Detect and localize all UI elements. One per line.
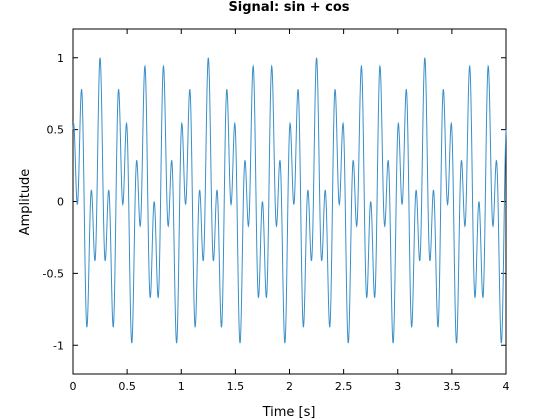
y-axis: -1 -0.5 0 0.5 1	[43, 52, 506, 352]
x-tick-label: 3	[394, 380, 401, 393]
x-tick-label: 2	[286, 380, 293, 393]
x-axis-label: Time [s]	[262, 405, 316, 420]
chart-title: Signal: sin + cos	[228, 0, 349, 15]
x-tick-label: 0.5	[118, 380, 136, 393]
x-tick-label: 1	[178, 380, 185, 393]
y-tick-label: 1	[57, 52, 64, 65]
x-tick-label: 1.5	[227, 380, 245, 393]
y-tick-label: -0.5	[43, 267, 64, 280]
y-tick-label: 0	[57, 196, 64, 209]
series-line	[72, 57, 507, 344]
y-tick-label: -1	[53, 339, 64, 352]
y-tick-label: 0.5	[47, 124, 65, 137]
x-tick-label: 3.5	[443, 380, 461, 393]
x-axis: 0 0.5 1 1.5 2 2.5 3 3.5 4	[70, 29, 510, 393]
x-tick-label: 0	[70, 380, 77, 393]
y-axis-label: Amplitude	[18, 169, 33, 236]
x-tick-label: 2.5	[335, 380, 353, 393]
x-tick-label: 4	[503, 380, 510, 393]
